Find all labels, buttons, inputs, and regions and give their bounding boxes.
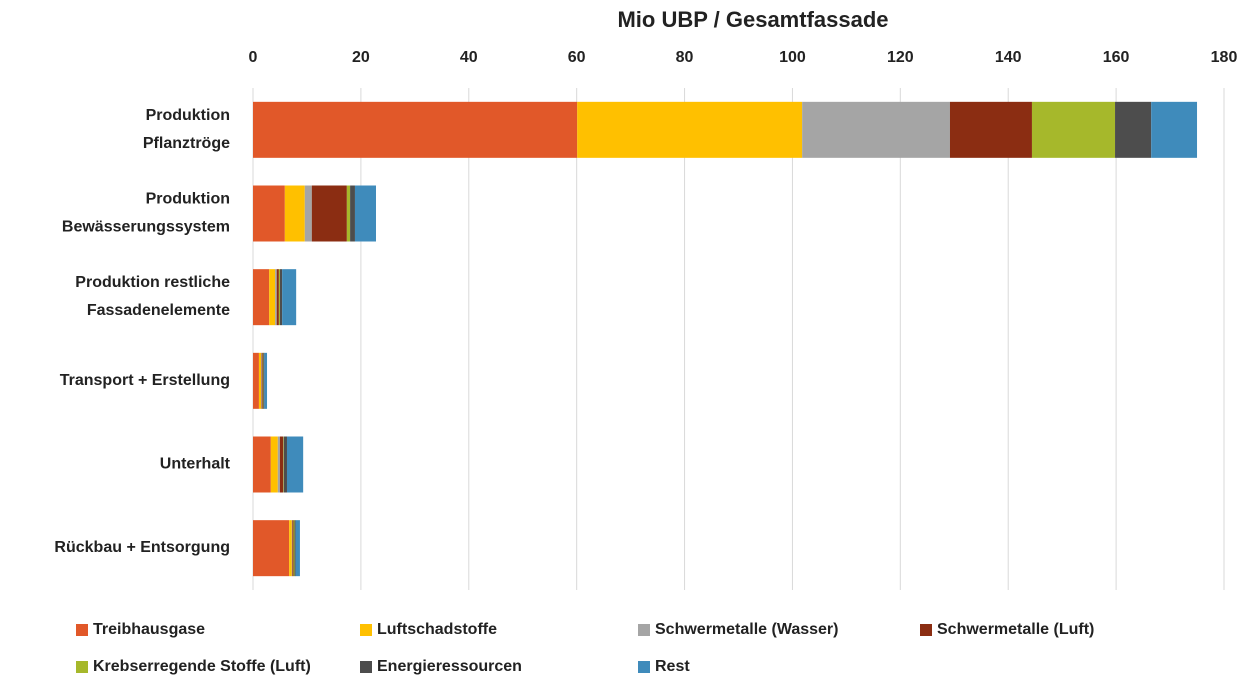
legend-swatch bbox=[920, 624, 932, 636]
bar-segment bbox=[253, 352, 259, 409]
bar-segment bbox=[295, 520, 300, 577]
bar-segment bbox=[1115, 101, 1152, 158]
bar-segment bbox=[283, 436, 287, 493]
bar-segment bbox=[264, 352, 268, 409]
bar-segment bbox=[1031, 101, 1116, 158]
bar-segment bbox=[277, 436, 280, 493]
bar-segment bbox=[278, 269, 280, 326]
y-tick-label-line: Pflanztröge bbox=[143, 135, 230, 152]
x-tick-label: 120 bbox=[887, 49, 914, 66]
legend-swatch bbox=[638, 661, 650, 673]
x-tick-label: 140 bbox=[995, 49, 1022, 66]
bar-segment bbox=[262, 352, 264, 409]
bar-segment bbox=[253, 269, 270, 326]
bar-segment bbox=[263, 352, 265, 409]
x-tick-label: 100 bbox=[779, 49, 806, 66]
legend-label: Krebserregende Stoffe (Luft) bbox=[93, 658, 311, 675]
y-tick-label-line: Fassadenelemente bbox=[87, 302, 230, 319]
bar-segment bbox=[292, 520, 294, 577]
legend-label: Rest bbox=[655, 658, 690, 675]
bar-segment bbox=[279, 269, 283, 326]
bar-segment bbox=[286, 436, 304, 493]
y-tick-label-line: Produktion restliche bbox=[75, 274, 230, 291]
legend-swatch bbox=[76, 624, 88, 636]
y-tick-label: Produktion Pflanztröge bbox=[143, 107, 230, 152]
bar-segment bbox=[258, 352, 262, 409]
y-tick-label-line: Unterhalt bbox=[160, 456, 231, 473]
bar-segment bbox=[253, 185, 285, 242]
bar-segment bbox=[311, 185, 347, 242]
bar-segment bbox=[282, 269, 297, 326]
bar-segment bbox=[275, 269, 277, 326]
bar-segment bbox=[304, 185, 312, 242]
legend-swatch bbox=[360, 624, 372, 636]
bar-segment bbox=[253, 101, 578, 158]
bar-segment bbox=[276, 269, 279, 326]
y-tick-label: Transport + Erstellung bbox=[60, 372, 230, 389]
x-tick-label: 0 bbox=[249, 49, 258, 66]
bar-segment bbox=[261, 352, 262, 409]
bar-segment bbox=[284, 185, 305, 242]
legend-label: Schwermetalle (Wasser) bbox=[655, 621, 838, 638]
bar-segment bbox=[354, 185, 376, 242]
chart-title: Mio UBP / Gesamtfassade bbox=[617, 7, 888, 32]
bar-segment bbox=[291, 520, 293, 577]
y-tick-label-line: Bewässerungssystem bbox=[62, 219, 230, 236]
y-tick-label: Rückbau + Entsorgung bbox=[54, 539, 230, 556]
y-tick-label-line: Produktion bbox=[146, 191, 230, 208]
x-tick-label: 160 bbox=[1103, 49, 1130, 66]
legend-swatch bbox=[76, 661, 88, 673]
bar-segment bbox=[261, 352, 263, 409]
x-tick-label: 20 bbox=[352, 49, 370, 66]
bar-segment bbox=[577, 101, 803, 158]
bar-segment bbox=[279, 436, 284, 493]
bar-segment bbox=[949, 101, 1032, 158]
y-tick-label: Unterhalt bbox=[160, 456, 231, 473]
bar-segment bbox=[1151, 101, 1198, 158]
legend-swatch bbox=[638, 624, 650, 636]
y-tick-label-line: Transport + Erstellung bbox=[60, 372, 230, 389]
bar-segment bbox=[346, 185, 351, 242]
bar-segment bbox=[270, 436, 278, 493]
x-tick-label: 40 bbox=[460, 49, 478, 66]
bar-segment bbox=[269, 269, 276, 326]
y-tick-label: Produktion restliche Fassadenelemente bbox=[75, 274, 230, 319]
legend-label: Energieressourcen bbox=[377, 658, 522, 675]
bar-segment bbox=[294, 520, 296, 577]
bar-segment bbox=[350, 185, 355, 242]
bar-segment bbox=[253, 520, 290, 577]
bar-segment bbox=[253, 436, 271, 493]
y-tick-label-line: Produktion bbox=[146, 107, 230, 124]
legend-swatch bbox=[360, 661, 372, 673]
x-tick-label: 80 bbox=[676, 49, 694, 66]
y-tick-label-line: Rückbau + Entsorgung bbox=[54, 539, 230, 556]
bar-segment bbox=[289, 520, 292, 577]
legend-label: Luftschadstoffe bbox=[377, 621, 497, 638]
bar-segment bbox=[293, 520, 295, 577]
bar-segment bbox=[283, 436, 284, 493]
legend-label: Treibhausgase bbox=[93, 621, 205, 638]
bar-segment bbox=[802, 101, 950, 158]
x-tick-label: 60 bbox=[568, 49, 586, 66]
x-tick-label: 180 bbox=[1211, 49, 1238, 66]
y-tick-label: Produktion Bewässerungssystem bbox=[62, 191, 230, 236]
legend-label: Schwermetalle (Luft) bbox=[937, 621, 1094, 638]
